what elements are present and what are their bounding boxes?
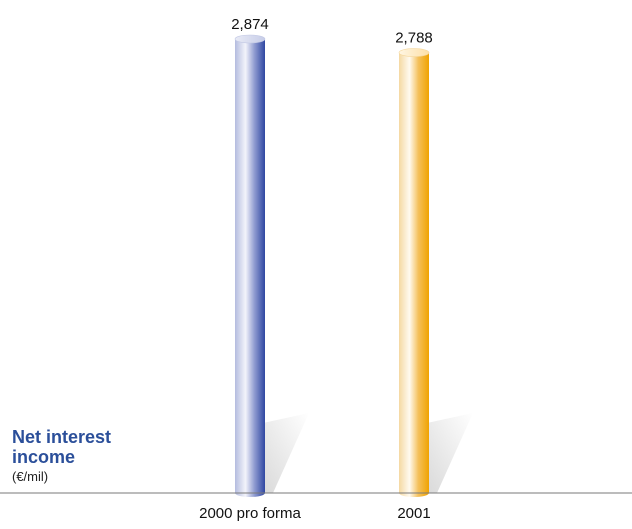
bar-shadow	[263, 413, 309, 493]
value-label: 2,788	[395, 30, 433, 47]
category-label: 2001	[397, 505, 430, 522]
bar	[399, 52, 429, 498]
bar-top-cap	[398, 48, 430, 57]
category-label: 2000 pro forma	[199, 505, 301, 522]
chart-title: Net interest income	[12, 427, 112, 467]
bar-shadow	[427, 413, 473, 493]
chart-unit: (€/mil)	[12, 469, 49, 484]
bar	[235, 39, 265, 497]
bar-top-cap	[234, 34, 266, 44]
value-label: 2,874	[231, 16, 269, 33]
